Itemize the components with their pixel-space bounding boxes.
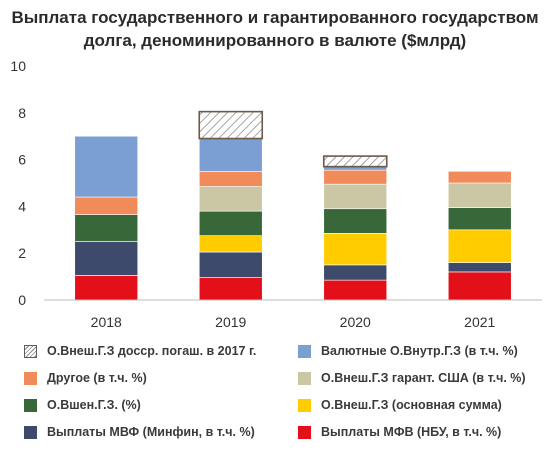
- x-axis-labels: 2018 2019 2020 2021: [91, 314, 496, 330]
- bar-segment-2019-s0: [198, 277, 263, 301]
- bar-segment-2021-s3: [447, 207, 512, 231]
- y-axis: 0 2 4 6 8 10: [10, 58, 26, 308]
- chart-title: Выплата государственного и гарантированн…: [11, 8, 539, 50]
- legend-label: О.Внеш.Г.З досср. погаш. в 2017 г.: [47, 344, 257, 358]
- bar-segment-2020-s5: [323, 169, 388, 185]
- legend-label: О.Внеш.Г.З (основная сумма): [321, 398, 502, 412]
- legend-item-eurobond-principal: О.Внеш.Г.З (основная сумма): [298, 398, 502, 412]
- bar-segment-2018-s1: [74, 241, 139, 276]
- bar-segment-2020-s0: [323, 279, 388, 301]
- legend-swatch: [298, 425, 311, 439]
- legend-item-eurobond-interest: О.Вшен.Г.З. (%): [24, 398, 141, 412]
- y-tick-label: 10: [10, 58, 26, 74]
- bar-segment-2019-s5: [198, 171, 263, 187]
- legend-item-domestic-fx-bonds: Валютные О.Внутр.Г.З (в т.ч. %): [298, 344, 518, 358]
- legend-label: О.Внеш.Г.З гарант. США (в т.ч. %): [321, 371, 526, 385]
- y-tick-label: 0: [18, 292, 26, 308]
- y-tick-label: 4: [18, 198, 26, 214]
- bar-segment-2020-s3: [323, 208, 388, 234]
- legend-label: Валютные О.Внутр.Г.З (в т.ч. %): [321, 344, 518, 358]
- bar-segment-2019-s4: [198, 186, 263, 212]
- legend-swatch: [24, 425, 37, 439]
- x-tick-label: 2021: [464, 314, 495, 330]
- stacked-bar-chart: 0 2 4 6 8 10 2018 2019 2020 2021: [10, 58, 542, 330]
- legend-label: Выплаты МФВ (НБУ, в т.ч. %): [321, 425, 502, 439]
- bar-segment-2021-s0: [447, 271, 512, 301]
- bar-segment-2018-s5: [74, 196, 139, 215]
- bar-segment-2019-s3: [198, 210, 263, 236]
- bar-segment-2018-s3: [74, 214, 139, 242]
- legend-item-other: Другое (в т.ч. %): [24, 371, 147, 385]
- legend-item-imf-minfin: Выплаты МВФ (Минфин, в т.ч. %): [24, 425, 255, 439]
- legend-swatch: [298, 398, 311, 412]
- legend-swatch: [24, 398, 37, 412]
- x-tick-label: 2018: [91, 314, 122, 330]
- bar-segment-2021-s5: [447, 171, 512, 184]
- legend-label: Другое (в т.ч. %): [47, 371, 147, 385]
- bar-segment-2018-s0: [74, 275, 139, 301]
- legend-item-early-repayment: О.Внеш.Г.З досср. погаш. в 2017 г.: [24, 344, 256, 358]
- bar-segment-2020-s7: [322, 155, 388, 168]
- legend-swatch-hatch: [24, 344, 37, 358]
- y-tick-label: 2: [18, 245, 26, 261]
- bar-segment-2020-s4: [323, 183, 388, 210]
- x-tick-label: 2020: [340, 314, 371, 330]
- legend-item-us-guarantee: О.Внеш.Г.З гарант. США (в т.ч. %): [298, 371, 526, 385]
- bars-group: [74, 110, 512, 301]
- bar-segment-2020-s2: [323, 233, 388, 266]
- bar-segment-2019-s7: [198, 110, 264, 140]
- legend-label: Выплаты МВФ (Минфин, в т.ч. %): [47, 425, 255, 439]
- bar-segment-2021-s2: [447, 229, 512, 263]
- legend: О.Внеш.Г.З досср. погаш. в 2017 г. Валют…: [0, 336, 550, 454]
- bar-segment-2019-s2: [198, 235, 263, 253]
- legend-label: О.Вшен.Г.З. (%): [47, 398, 141, 412]
- y-tick-label: 6: [18, 152, 26, 168]
- legend-swatch: [298, 371, 311, 385]
- bar-segment-2019-s1: [198, 251, 263, 278]
- legend-item-imf-nbu: Выплаты МФВ (НБУ, в т.ч. %): [298, 425, 501, 439]
- legend-swatch: [298, 344, 311, 358]
- legend-swatch: [24, 371, 37, 385]
- bar-segment-2018-s6: [74, 135, 139, 198]
- bar-segment-2021-s4: [447, 182, 512, 208]
- bar-segment-2021-s1: [447, 262, 512, 273]
- y-tick-label: 8: [18, 105, 26, 121]
- bar-segment-2019-s6: [198, 138, 263, 172]
- x-tick-label: 2019: [215, 314, 246, 330]
- bar-segment-2020-s1: [323, 264, 388, 281]
